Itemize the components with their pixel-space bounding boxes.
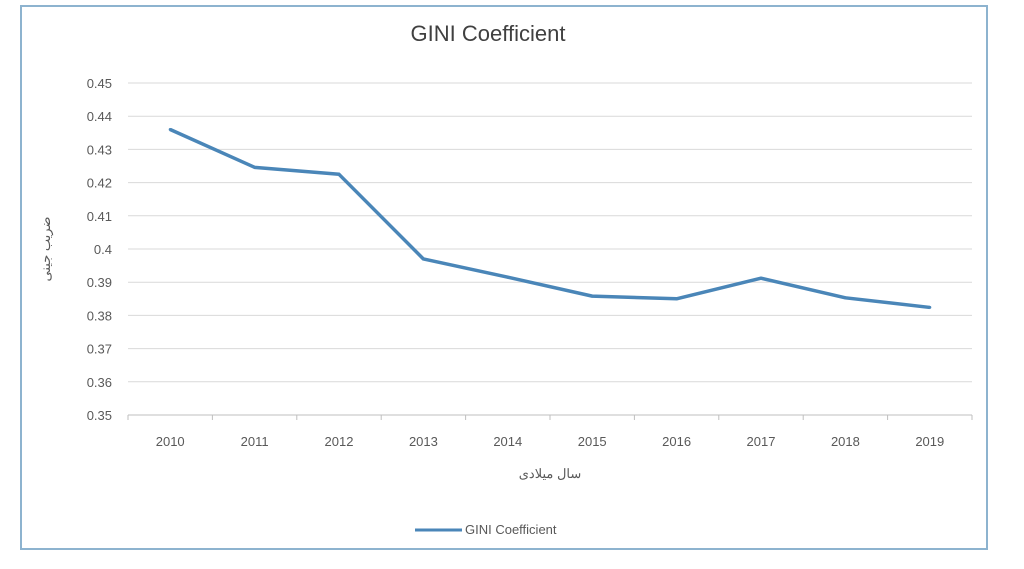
y-axis-title: ضریب جینی <box>38 217 54 282</box>
data-point <box>168 127 172 131</box>
x-tick-label: 2018 <box>831 434 860 449</box>
data-point <box>928 305 932 309</box>
data-point <box>337 172 341 176</box>
y-tick-label: 0.38 <box>87 308 112 323</box>
data-point <box>506 275 510 279</box>
chart-frame <box>20 5 988 550</box>
x-tick-label: 2019 <box>915 434 944 449</box>
y-tick-label: 0.36 <box>87 375 112 390</box>
y-tick-label: 0.41 <box>87 209 112 224</box>
y-tick-label: 0.37 <box>87 342 112 357</box>
y-tick-label: 0.42 <box>87 176 112 191</box>
y-tick-label: 0.35 <box>87 408 112 423</box>
x-tick-label: 2012 <box>325 434 354 449</box>
x-tick-label: 2017 <box>747 434 776 449</box>
x-tick-label: 2014 <box>493 434 522 449</box>
data-point <box>759 276 763 280</box>
data-point <box>253 165 257 169</box>
data-point <box>675 297 679 301</box>
x-axis-title: سال میلادی <box>519 466 582 481</box>
legend-label: GINI Coefficient <box>465 522 557 537</box>
y-tick-label: 0.43 <box>87 142 112 157</box>
y-tick-label: 0.4 <box>94 242 112 257</box>
y-tick-label: 0.39 <box>87 275 112 290</box>
data-point <box>843 296 847 300</box>
x-tick-label: 2010 <box>156 434 185 449</box>
data-point <box>590 294 594 298</box>
chart-title: GINI Coefficient <box>411 21 566 46</box>
x-tick-label: 2016 <box>662 434 691 449</box>
x-tick-label: 2015 <box>578 434 607 449</box>
y-tick-label: 0.44 <box>87 109 112 124</box>
x-tick-label: 2013 <box>409 434 438 449</box>
y-tick-label: 0.45 <box>87 76 112 91</box>
x-tick-label: 2011 <box>241 434 269 449</box>
data-point <box>421 257 425 261</box>
series-line <box>169 127 930 310</box>
